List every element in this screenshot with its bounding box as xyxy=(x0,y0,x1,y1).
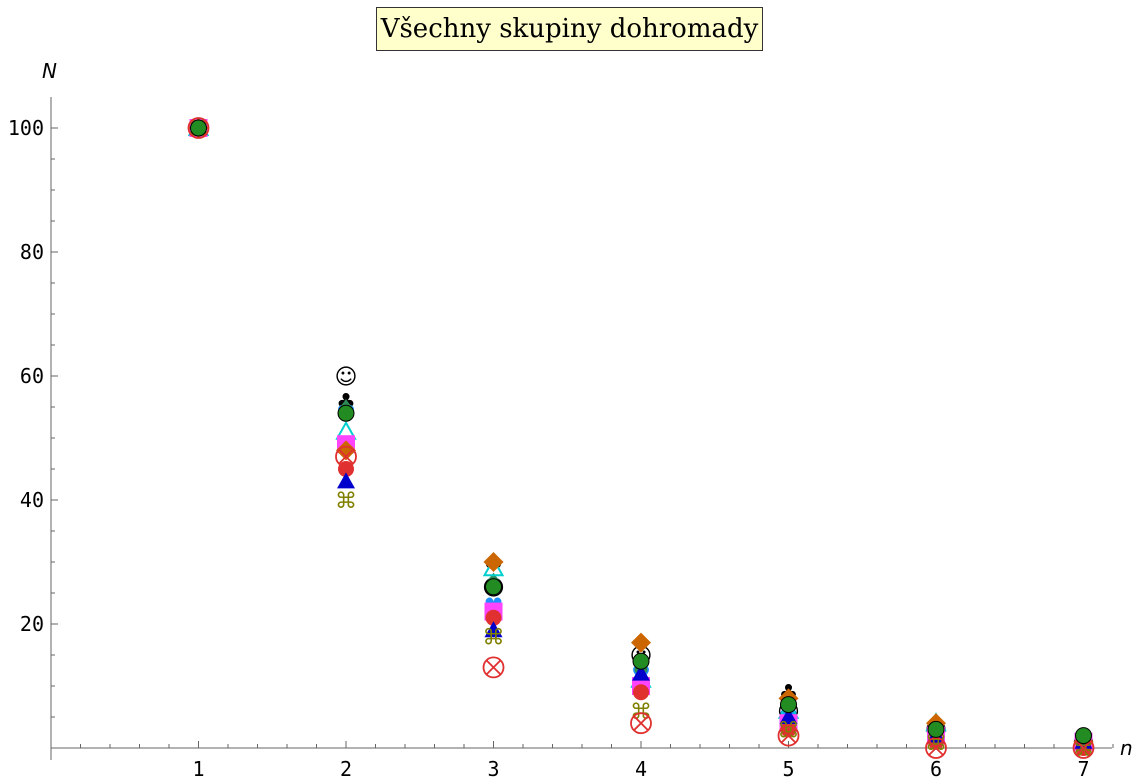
point-circle-filled xyxy=(927,720,945,738)
point-smiley: ☺ xyxy=(335,365,358,390)
point-circle-x-ring xyxy=(630,712,652,735)
point-diamond xyxy=(631,632,651,653)
x-tick-label: 4 xyxy=(635,757,647,781)
point-command: ⌘ xyxy=(925,731,947,756)
point-circle-x xyxy=(777,724,800,747)
x-tick-label: 5 xyxy=(782,757,794,781)
point-circle-x-ring xyxy=(482,656,505,679)
y-axis-label: N xyxy=(42,59,57,83)
point-circle-x-cross xyxy=(633,715,649,731)
point-circle-x xyxy=(482,656,505,679)
point-circle-x xyxy=(925,737,947,759)
x-tick-label: 7 xyxy=(1077,757,1089,781)
point-circle-x-cross xyxy=(780,727,797,744)
chart-title: Všechny skupiny dohromady xyxy=(376,7,763,51)
point-triangle xyxy=(484,621,503,638)
point-circle-x-ring xyxy=(925,737,947,759)
point-circle-filled xyxy=(190,119,207,137)
y-tick-label: 20 xyxy=(20,612,44,636)
point-circle-x-cross xyxy=(928,740,944,756)
point-circle-x-ring xyxy=(335,445,357,468)
point-diamond xyxy=(336,440,356,461)
point-circle-x-cross xyxy=(1075,740,1092,756)
y-tick-label: 60 xyxy=(20,364,44,388)
point-command: ⌘ xyxy=(483,625,505,650)
point-circle xyxy=(780,721,797,738)
point-triangle xyxy=(779,708,798,724)
point-circle-filled xyxy=(1075,727,1092,745)
y-tick-label: 100 xyxy=(8,116,44,140)
point-circle xyxy=(633,684,649,701)
y-tick-label: 40 xyxy=(20,488,44,512)
point-circle-x-ring xyxy=(777,724,800,747)
point-circle-filled xyxy=(632,652,650,670)
point-circle-filled xyxy=(337,404,355,422)
point-command: ⌘ xyxy=(778,718,800,743)
point-triangle xyxy=(337,472,355,489)
point-circle-x xyxy=(335,445,357,468)
axis-ticks: 1 2 3 4 5 6 7 20 40 60 80 100 xyxy=(8,116,1114,781)
point-circle-filled xyxy=(780,696,797,714)
point-command: ⌘ xyxy=(630,700,652,725)
x-tick-label: 3 xyxy=(487,757,499,781)
point-circle-x-cross xyxy=(338,448,354,465)
x-axis-label: n xyxy=(1120,736,1133,760)
point-circle-x xyxy=(630,712,652,735)
x-tick-label: 1 xyxy=(192,757,204,781)
point-circle-x-cross xyxy=(485,659,502,676)
point-triangle xyxy=(632,664,650,681)
data-points: ☺☺☺☺☺☺☺♣♣♣♣♣♣♣♥♥♥♥♥♥♥♠♠♠♠♠♠♠⌘⌘⌘⌘⌘⌘⌘ xyxy=(187,116,1095,762)
point-command: ⌘ xyxy=(335,489,357,514)
point-circle-x-ring xyxy=(187,117,210,139)
point-circle xyxy=(485,609,502,626)
y-tick-label: 80 xyxy=(20,240,44,264)
point-circle-filled xyxy=(485,578,502,596)
x-tick-label: 6 xyxy=(930,757,942,781)
point-diamond xyxy=(483,552,504,572)
axes xyxy=(50,97,1112,760)
x-tick-label: 2 xyxy=(340,757,352,781)
